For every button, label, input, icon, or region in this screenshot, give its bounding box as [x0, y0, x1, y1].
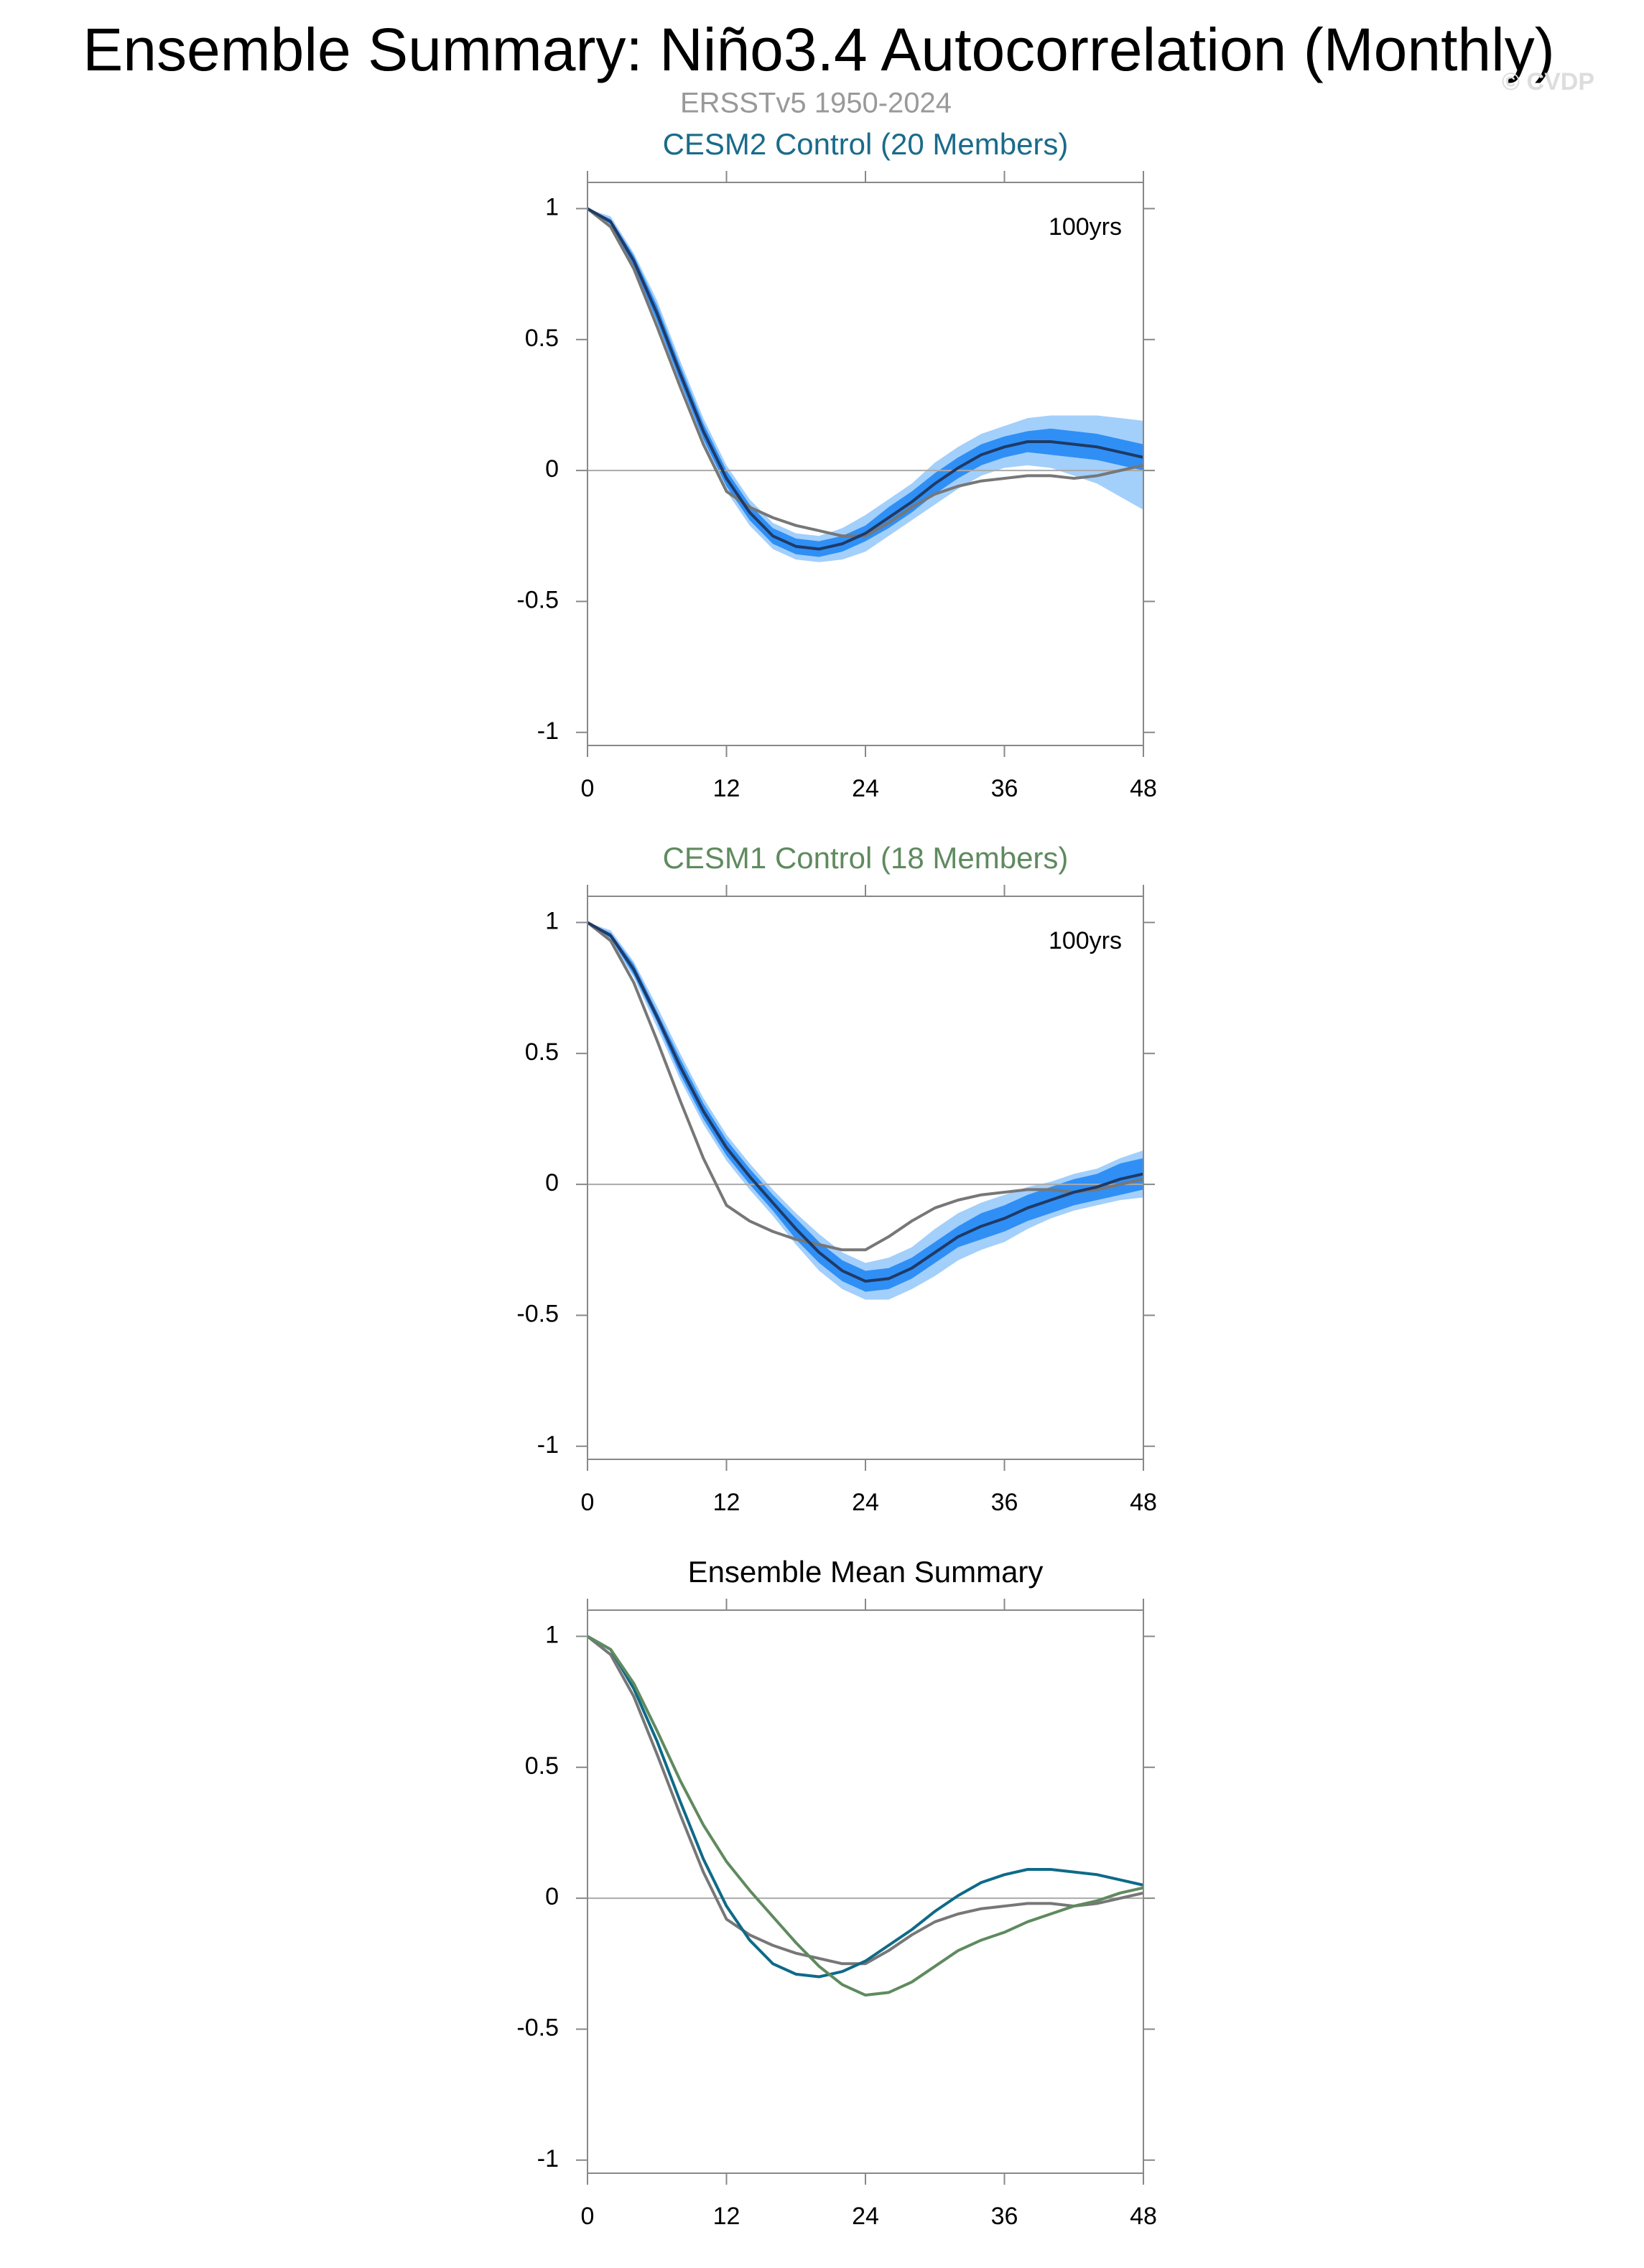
panel-title: Ensemble Mean Summary — [688, 1555, 1044, 1589]
y-tick-label: 1 — [545, 193, 559, 220]
series-line — [586, 921, 1144, 1252]
spread-band — [588, 922, 1143, 1292]
series-line — [586, 1635, 1144, 1966]
x-tick-label: 48 — [1130, 775, 1157, 802]
annotation: 100yrs — [1049, 213, 1122, 241]
x-tick-label: 0 — [581, 2203, 595, 2230]
panel-title: CESM1 Control (18 Members) — [663, 841, 1069, 875]
y-tick-label: -1 — [537, 1431, 559, 1459]
spread-band — [588, 208, 1143, 562]
annotation: 100yrs — [1049, 927, 1122, 954]
x-tick-label: 12 — [713, 2203, 740, 2230]
series-line — [587, 1635, 1144, 1979]
series-line — [587, 921, 1144, 1283]
x-tick-label: 48 — [1130, 2203, 1157, 2230]
y-tick-label: 0.5 — [525, 1752, 559, 1780]
x-tick-label: 48 — [1130, 1489, 1157, 1516]
y-tick-label: -1 — [537, 717, 559, 745]
series-line — [586, 207, 1144, 538]
page-title: Ensemble Summary: Niño3.4 Autocorrelatio… — [83, 16, 1555, 83]
x-tick-label: 24 — [852, 775, 879, 802]
y-tick-label: 0 — [545, 1169, 559, 1196]
series-line — [587, 1635, 1144, 1997]
y-tick-label: -0.5 — [516, 1300, 559, 1327]
credit: © CVDP — [1502, 68, 1594, 96]
plot-frame — [587, 896, 1144, 1460]
spread-band — [588, 208, 1143, 557]
x-tick-label: 12 — [713, 775, 740, 802]
x-tick-label: 0 — [581, 775, 595, 802]
y-tick-label: -1 — [537, 2145, 559, 2172]
subtitle: ERSSTv5 1950-2024 — [680, 88, 952, 119]
x-tick-label: 36 — [991, 775, 1018, 802]
y-tick-label: 0 — [545, 1883, 559, 1910]
x-tick-label: 36 — [991, 2203, 1018, 2230]
x-tick-label: 24 — [852, 1489, 879, 1516]
x-tick-label: 0 — [581, 1489, 595, 1516]
y-tick-label: 1 — [545, 907, 559, 934]
panel-title: CESM2 Control (20 Members) — [663, 127, 1069, 161]
x-tick-label: 24 — [852, 2203, 879, 2230]
y-tick-label: -0.5 — [516, 586, 559, 613]
x-tick-label: 36 — [991, 1489, 1018, 1516]
y-tick-label: 0.5 — [525, 325, 559, 352]
x-tick-label: 12 — [713, 1489, 740, 1516]
y-tick-label: -0.5 — [516, 2014, 559, 2041]
series-line — [587, 207, 1144, 551]
spread-band — [588, 922, 1143, 1300]
y-tick-label: 0.5 — [525, 1038, 559, 1066]
plot-frame — [587, 1609, 1144, 2174]
y-tick-label: 0 — [545, 455, 559, 483]
y-tick-label: 1 — [545, 1621, 559, 1648]
